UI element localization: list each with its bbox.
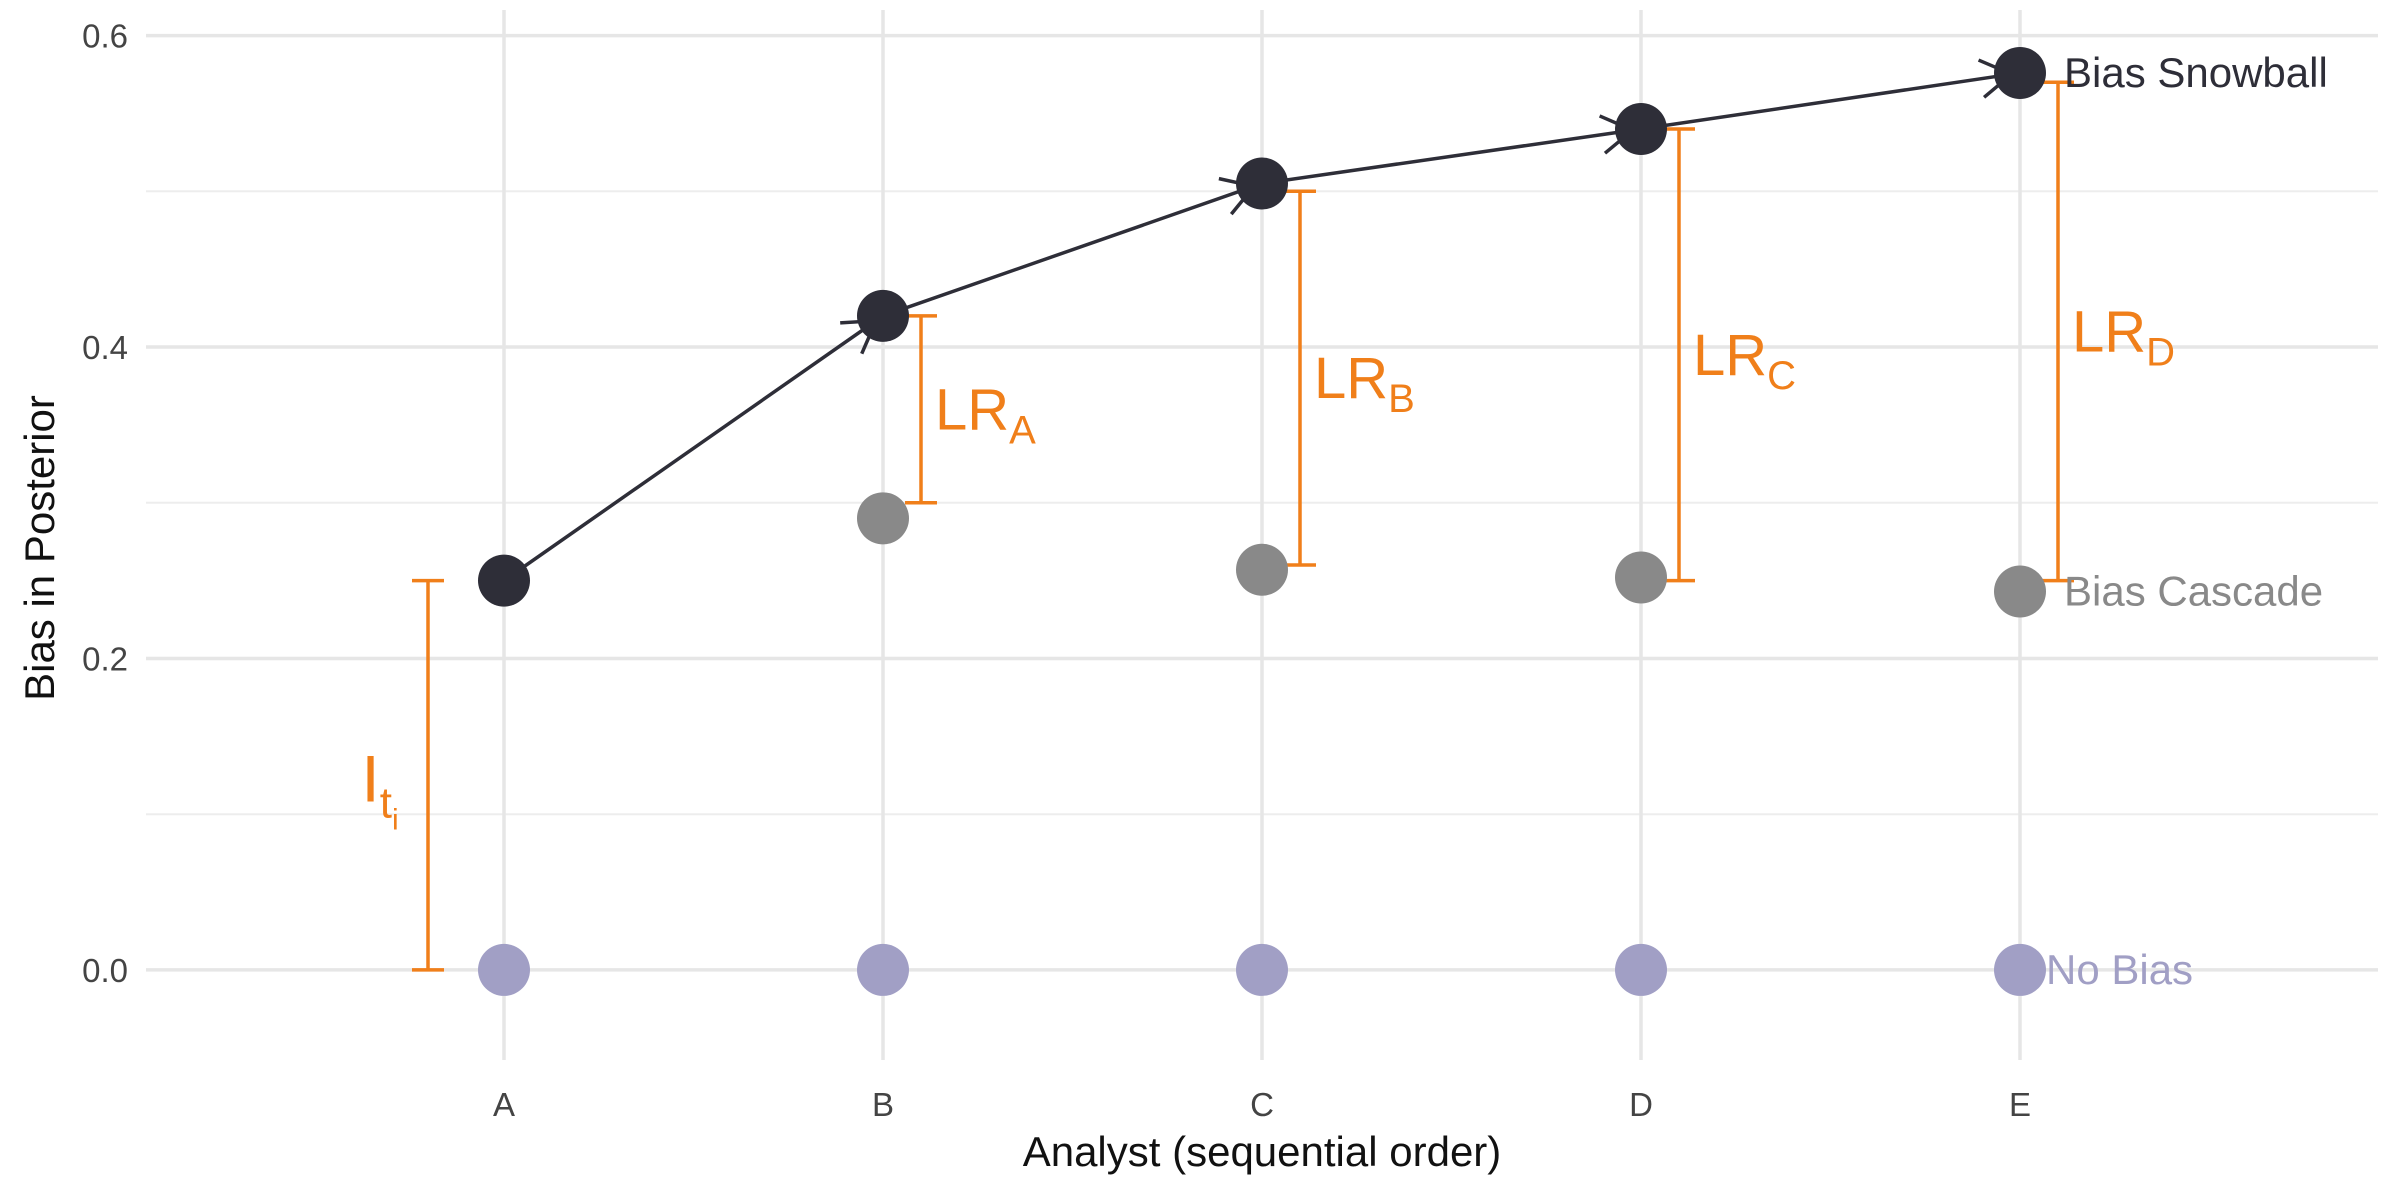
data-point xyxy=(1994,565,2046,618)
x-tick-label: E xyxy=(2009,1086,2031,1123)
y-tick-label: 0.2 xyxy=(82,640,128,677)
data-point xyxy=(1615,103,1667,156)
x-axis-title: Analyst (sequential order) xyxy=(1023,1128,1502,1175)
data-point xyxy=(478,554,530,607)
data-point xyxy=(1615,551,1667,604)
bracket-label: LRD xyxy=(2072,299,2175,374)
y-axis-title: Bias in Posterior xyxy=(16,395,63,701)
data-point xyxy=(1994,943,2046,996)
y-tick-label: 0.0 xyxy=(82,952,128,989)
likelihood-brackets: Iti LRA LRB LRC LRD xyxy=(361,80,2175,972)
x-tick-label: C xyxy=(1250,1086,1274,1123)
bracket-label: LRA xyxy=(935,377,1036,452)
y-axis-ticks: 0.0 0.2 0.4 0.6 xyxy=(82,18,128,989)
series-label: Bias Snowball xyxy=(2064,49,2328,96)
data-point xyxy=(1236,157,1288,210)
data-point xyxy=(857,492,909,545)
y-tick-label: 0.6 xyxy=(82,18,128,55)
series-label: No Bias xyxy=(2046,946,2193,993)
y-tick-label: 0.4 xyxy=(82,329,128,366)
data-point xyxy=(857,943,909,996)
series-label: Bias Cascade xyxy=(2064,568,2323,615)
x-tick-label: D xyxy=(1629,1086,1653,1123)
series-labels: Bias Snowball Bias Cascade No Bias xyxy=(2046,49,2328,993)
data-points xyxy=(478,46,2046,996)
data-point xyxy=(1236,543,1288,596)
data-point xyxy=(1615,943,1667,996)
x-tick-label: A xyxy=(493,1086,515,1123)
bracket-label: LRC xyxy=(1693,323,1796,398)
x-tick-label: B xyxy=(872,1086,894,1123)
x-axis-ticks: A B C D E xyxy=(493,1086,2031,1123)
data-point xyxy=(478,943,530,996)
data-point xyxy=(1994,46,2046,99)
data-point xyxy=(1236,943,1288,996)
data-point xyxy=(857,289,909,342)
bracket-label: Iti xyxy=(361,741,398,836)
bracket-label: LRB xyxy=(1314,346,1415,421)
